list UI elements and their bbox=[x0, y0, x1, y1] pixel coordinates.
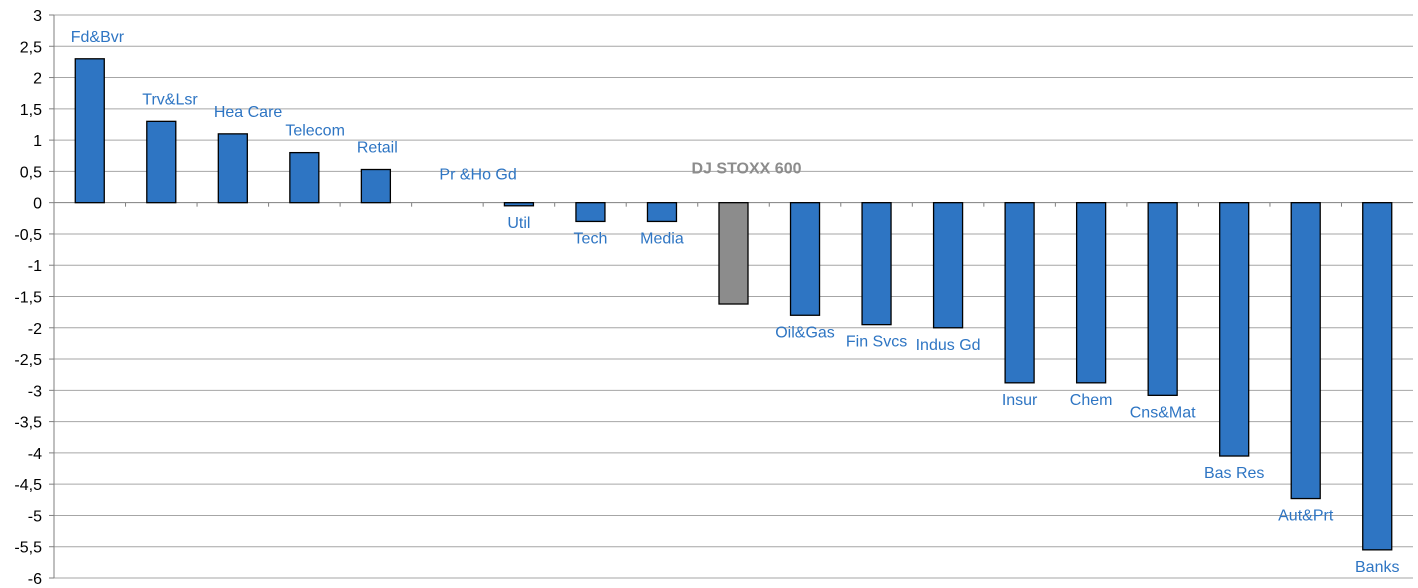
bar bbox=[1290, 202, 1321, 500]
y-tick-label: -5,5 bbox=[14, 540, 42, 557]
bar bbox=[789, 202, 821, 316]
gridlines bbox=[53, 14, 1413, 579]
y-tick-label: -4 bbox=[28, 446, 42, 463]
category-label: Aut&Prt bbox=[1278, 508, 1334, 525]
y-tick-label: 3 bbox=[33, 8, 42, 25]
bar bbox=[932, 202, 964, 329]
benchmark-label: DJ STOXX 600 bbox=[692, 161, 802, 178]
category-label: Bas Res bbox=[1204, 465, 1264, 482]
category-label: Fd&Bvr bbox=[71, 29, 125, 46]
y-tick-label: -3,5 bbox=[14, 415, 42, 432]
bars bbox=[74, 58, 1393, 551]
bar bbox=[718, 202, 749, 305]
category-label: Tech bbox=[574, 230, 608, 247]
category-label: Indus Gd bbox=[916, 337, 981, 354]
bar bbox=[1004, 202, 1035, 384]
y-tick-label: -2 bbox=[28, 321, 42, 338]
y-tick-label: -1,5 bbox=[14, 290, 42, 307]
bar bbox=[289, 151, 320, 204]
category-label: Fin Svcs bbox=[846, 334, 907, 351]
bar bbox=[646, 202, 678, 223]
y-tick-label: 0 bbox=[33, 196, 42, 213]
bar bbox=[360, 168, 392, 204]
bar bbox=[575, 202, 606, 223]
bar bbox=[861, 202, 892, 326]
category-label: Chem bbox=[1070, 392, 1113, 409]
category-label: Banks bbox=[1355, 559, 1399, 576]
y-tick-label: 1 bbox=[33, 133, 42, 150]
bar bbox=[1362, 202, 1393, 551]
bar bbox=[503, 202, 535, 207]
category-label: Util bbox=[507, 215, 530, 232]
bar bbox=[217, 133, 248, 204]
y-tick-label: -2,5 bbox=[14, 352, 42, 369]
category-label: Retail bbox=[357, 140, 398, 157]
y-tick-label: -0,5 bbox=[14, 227, 42, 244]
y-axis: 3 2,5 2 1,5 1 0,5 0 -0,5 -1 -1,5 -2 -2,5 -3 -3,5 -4 -4,… bbox=[14, 8, 55, 588]
y-tick-label: 2,5 bbox=[20, 39, 42, 56]
y-tick-label: -1 bbox=[28, 258, 42, 275]
y-tick-label: -4,5 bbox=[14, 477, 42, 494]
y-tick-label: -3 bbox=[28, 383, 42, 400]
category-label: Oil&Gas bbox=[775, 324, 835, 341]
bar bbox=[1219, 202, 1250, 457]
category-label: Hea Care bbox=[214, 104, 283, 121]
bar bbox=[1147, 202, 1178, 396]
category-label: Telecom bbox=[285, 123, 345, 140]
y-tick-label: -5 bbox=[28, 508, 42, 525]
category-label: Pr &Ho Gd bbox=[439, 167, 516, 184]
y-tick-label: 1,5 bbox=[20, 102, 42, 119]
category-label: Trv&Lsr bbox=[142, 91, 198, 108]
bar bbox=[74, 58, 105, 204]
y-tick-label: 2 bbox=[33, 71, 42, 88]
bar bbox=[146, 120, 177, 204]
category-label: Media bbox=[640, 230, 684, 247]
bar bbox=[1075, 202, 1107, 384]
category-label: Insur bbox=[1002, 392, 1038, 409]
y-tick-label: -6 bbox=[28, 571, 42, 588]
y-tick-label: 0,5 bbox=[20, 164, 42, 181]
category-label: Cns&Mat bbox=[1130, 404, 1196, 421]
